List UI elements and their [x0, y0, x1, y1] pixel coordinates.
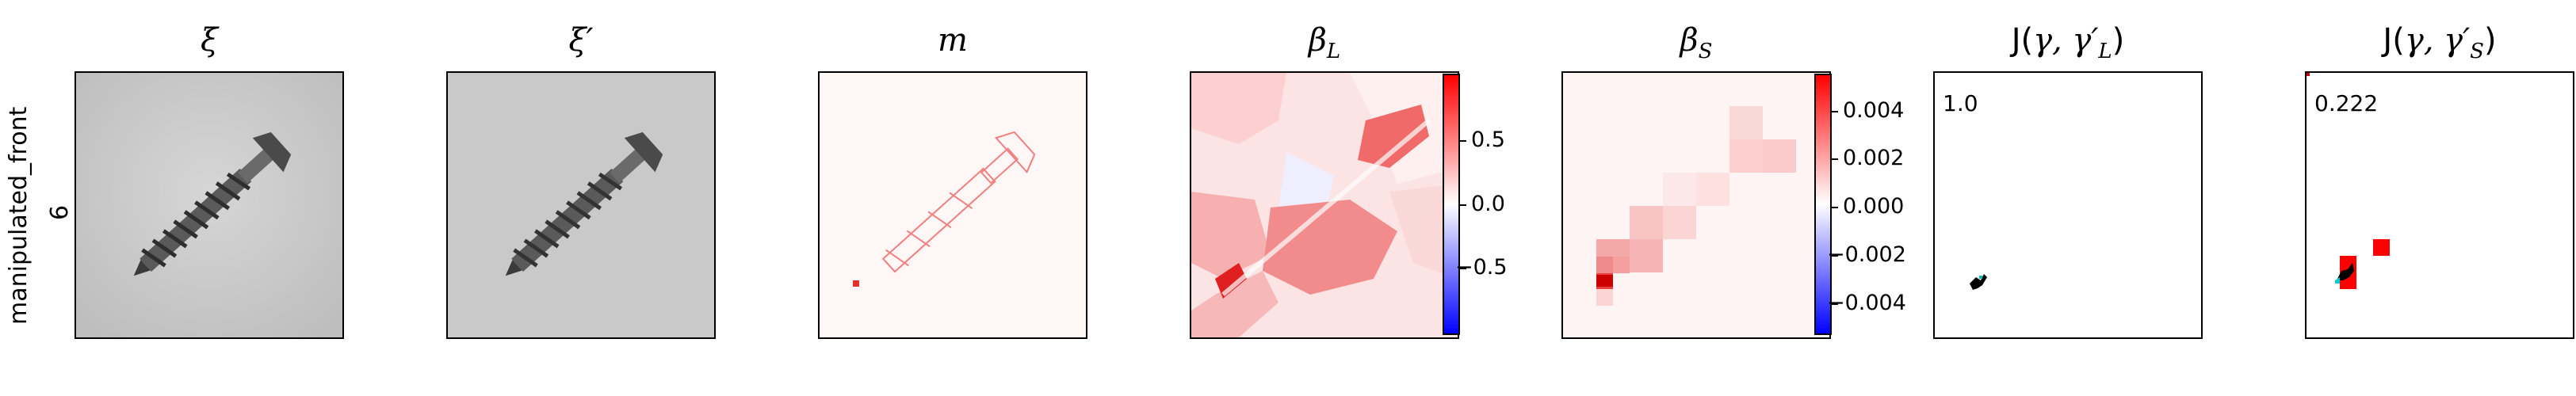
panel-beta-L-map	[1190, 71, 1459, 339]
colorbar-S-tick-4: −0.002	[1827, 242, 1906, 267]
row-label: manipulated_front 6	[5, 48, 84, 348]
colorbar-beta-L	[1443, 74, 1460, 335]
panel-J-S: 0.222	[2305, 71, 2574, 339]
panel-title-xi-prime: ξ′	[568, 22, 594, 59]
panel-beta-S-map	[1561, 71, 1831, 339]
colorbar-L-tick-1: 0.5	[1471, 128, 1505, 152]
panel-title-beta-S: βS	[1680, 22, 1713, 63]
panel-xi-image	[75, 71, 344, 339]
colorbar-L-tick-2: 0.0	[1471, 192, 1505, 216]
panel-title-J-L: J(γ, γ′L)	[2011, 22, 2125, 63]
panel-title-beta-L: βL	[1308, 22, 1341, 63]
colorbar-S-tick-2: 0.002	[1843, 146, 1905, 170]
score-J-L: 1.0	[1943, 90, 1978, 116]
row-label-line2: 6	[46, 204, 74, 220]
colorbar-S-tick-1: 0.004	[1843, 98, 1905, 123]
colorbar-S-tick-3: 0.000	[1843, 194, 1905, 219]
panel-title-xi: ξ	[200, 22, 219, 59]
panel-title-J-S: J(γ, γ′S)	[2383, 22, 2497, 63]
colorbar-L-tick-3: −0.5	[1455, 255, 1508, 280]
row-label-line1: manipulated_front	[5, 106, 32, 325]
screw-shape	[133, 131, 292, 276]
panel-title-m: m	[938, 22, 968, 59]
panel-m-mask	[818, 71, 1087, 339]
score-J-S: 0.222	[2314, 90, 2379, 116]
panel-J-L: 1.0	[1933, 71, 2203, 339]
colorbar-S-tick-5: −0.004	[1827, 291, 1906, 315]
colorbar-beta-S	[1814, 74, 1832, 335]
panel-xi-prime-image	[446, 71, 716, 339]
